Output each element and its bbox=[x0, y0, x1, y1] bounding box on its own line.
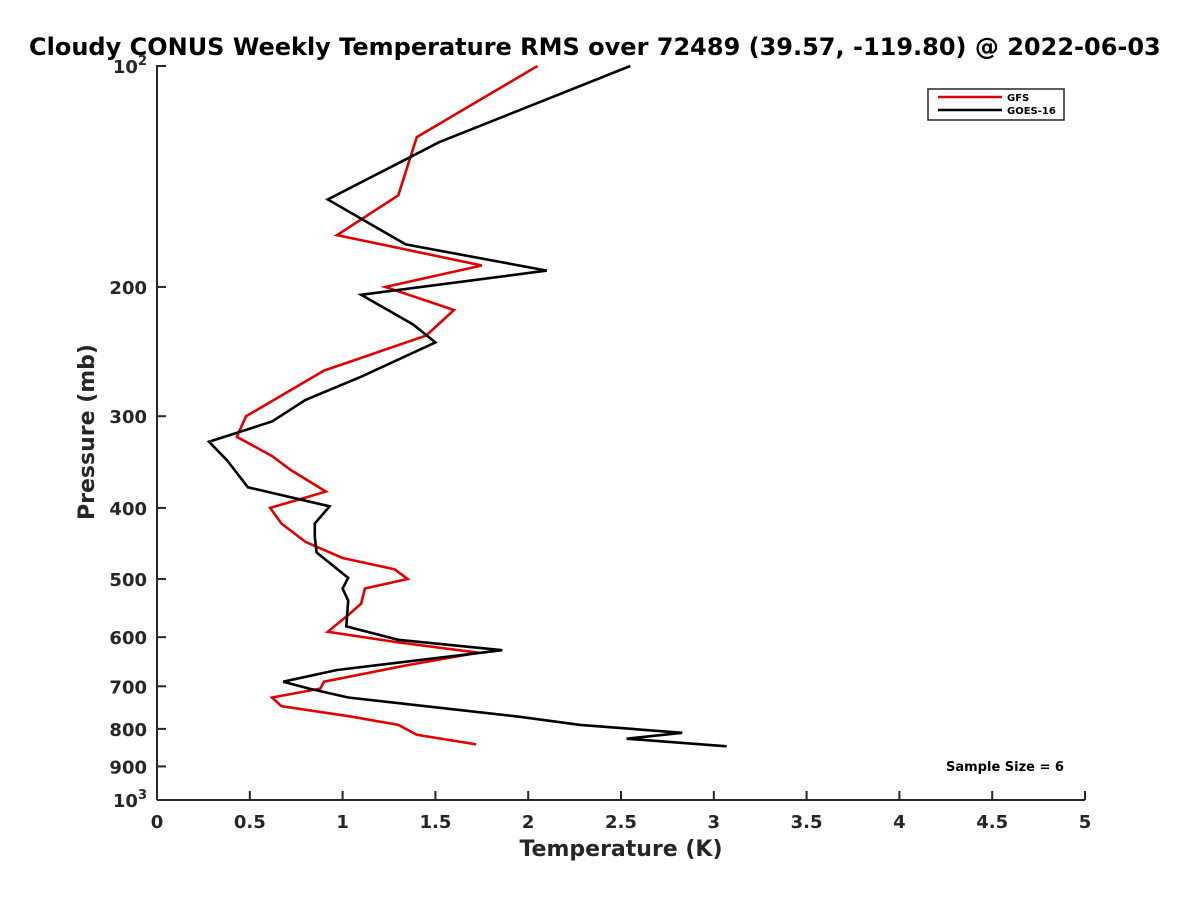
x-tick-label: 0.5 bbox=[234, 812, 266, 833]
x-tick-label: 3.5 bbox=[791, 812, 823, 833]
y-tick-base: 10 bbox=[113, 791, 138, 812]
y-tick-exponent: 3 bbox=[138, 788, 147, 803]
x-tick-label: 5 bbox=[1079, 812, 1092, 833]
y-axis-label: Pressure (mb) bbox=[75, 344, 100, 520]
x-ticks: 0 0.5 1 1.5 2 2.5 3 3.5 4 4.5 5 bbox=[151, 791, 1092, 833]
y-tick-label: 900 bbox=[109, 757, 147, 778]
x-tick-label: 1 bbox=[336, 812, 349, 833]
legend-label-gfs: GFS bbox=[1007, 93, 1029, 104]
x-tick-label: 4 bbox=[893, 812, 906, 833]
x-tick-label: 4.5 bbox=[976, 812, 1008, 833]
series-line-gfs bbox=[235, 64, 539, 746]
y-tick-label: 800 bbox=[109, 720, 147, 741]
y-tick-label: 400 bbox=[109, 499, 147, 520]
legend: GFS GOES-16 bbox=[927, 88, 1065, 121]
x-tick-label: 3 bbox=[708, 812, 721, 833]
x-tick-label: 0 bbox=[151, 812, 164, 833]
x-tick-label: 2 bbox=[522, 812, 535, 833]
y-tick-label: 500 bbox=[109, 570, 147, 591]
series-lines bbox=[206, 64, 727, 748]
y-tick-base: 10 bbox=[113, 57, 138, 78]
legend-entries: GFS GOES-16 bbox=[938, 93, 1056, 117]
y-tick-label: 300 bbox=[109, 407, 147, 428]
y-tick-exponent: 2 bbox=[138, 54, 147, 69]
x-tick-label: 1.5 bbox=[419, 812, 451, 833]
chart-title: Cloudy CONUS Weekly Temperature RMS over… bbox=[29, 33, 1161, 61]
legend-label-goes-16: GOES-16 bbox=[1007, 106, 1056, 117]
y-tick-label: 700 bbox=[109, 677, 147, 698]
y-tick-label: 103 bbox=[113, 788, 147, 812]
sample-size-annotation: Sample Size = 6 bbox=[946, 760, 1064, 775]
legend-box bbox=[927, 88, 1065, 121]
y-tick-label: 600 bbox=[109, 628, 147, 649]
y-tick-label: 102 bbox=[113, 54, 147, 78]
plot-area: 0 0.5 1 1.5 2 2.5 3 3.5 4 4.5 5 102200300400500600… bbox=[109, 54, 1091, 833]
series-line-goes-16 bbox=[206, 64, 727, 748]
x-tick-label: 2.5 bbox=[605, 812, 637, 833]
y-tick-label: 200 bbox=[109, 278, 147, 299]
x-axis-label: Temperature (K) bbox=[519, 837, 722, 862]
